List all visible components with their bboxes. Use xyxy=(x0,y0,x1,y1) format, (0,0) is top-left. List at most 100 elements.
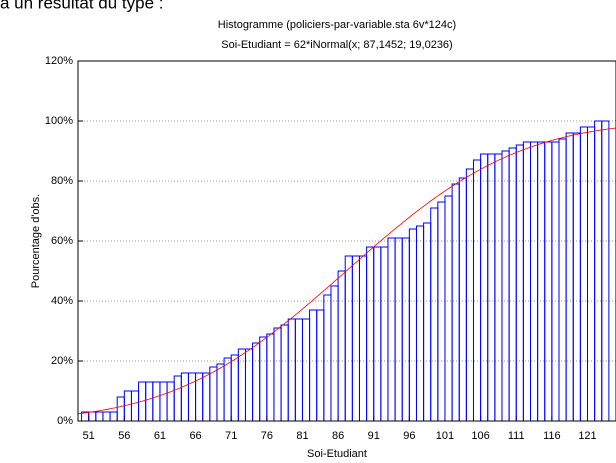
fit-curve xyxy=(77,127,616,415)
bar xyxy=(130,390,140,422)
bar xyxy=(202,372,211,422)
bar xyxy=(544,141,553,422)
bar xyxy=(280,324,289,422)
bar xyxy=(408,228,417,422)
bar xyxy=(423,222,432,422)
bar xyxy=(323,294,332,422)
bar xyxy=(351,255,360,422)
bar xyxy=(123,390,132,422)
bar xyxy=(166,381,175,422)
bar xyxy=(344,255,353,422)
bar xyxy=(266,333,275,422)
y-tick-label: 0% xyxy=(57,415,73,427)
bar xyxy=(515,144,524,422)
bar xyxy=(458,177,467,422)
bar xyxy=(451,183,460,422)
x-tick-label: 106 xyxy=(471,430,489,442)
bar xyxy=(430,207,439,422)
bar xyxy=(558,138,567,422)
bar xyxy=(437,201,446,422)
y-tick-label: 60% xyxy=(51,235,73,247)
bar xyxy=(187,372,197,422)
bar xyxy=(145,381,154,422)
bar xyxy=(252,342,261,422)
bar xyxy=(387,237,396,422)
x-tick-label: 96 xyxy=(403,430,415,442)
bar xyxy=(594,120,603,422)
x-tick-label: 116 xyxy=(543,430,561,442)
bar xyxy=(173,375,182,422)
bar xyxy=(394,237,403,422)
bar xyxy=(529,141,539,422)
y-tick-label: 120% xyxy=(45,55,73,67)
bar xyxy=(116,396,125,422)
x-tick-label: 121 xyxy=(578,430,596,442)
bar xyxy=(579,126,588,422)
bar xyxy=(223,357,232,422)
x-tick-label: 76 xyxy=(261,430,273,442)
x-axis-label: Soi-Etudiant xyxy=(307,448,367,460)
bar xyxy=(366,246,375,422)
bar xyxy=(380,246,389,422)
bar xyxy=(273,327,282,422)
bar xyxy=(522,141,531,422)
bar xyxy=(244,348,254,422)
bar xyxy=(508,147,517,422)
bar xyxy=(586,126,596,422)
x-tick-label: 56 xyxy=(118,430,130,442)
bar xyxy=(337,270,346,422)
bar xyxy=(287,318,296,422)
bar xyxy=(294,318,303,422)
x-tick-label: 81 xyxy=(296,430,308,442)
context-text: à un résultat du type : xyxy=(0,0,164,12)
bar xyxy=(551,141,560,422)
bar xyxy=(501,150,510,422)
bar xyxy=(316,309,325,422)
bar xyxy=(572,132,581,422)
bar xyxy=(472,159,482,422)
bar xyxy=(309,309,318,422)
bar xyxy=(230,354,239,422)
x-tick-label: 101 xyxy=(436,430,454,442)
x-tick-label: 91 xyxy=(368,430,380,442)
y-tick-label: 100% xyxy=(45,115,73,127)
bar xyxy=(180,372,189,422)
bar xyxy=(401,237,410,422)
y-axis-label: Pourcentage d'obs. xyxy=(30,194,42,288)
bar xyxy=(494,153,503,422)
bar xyxy=(216,363,225,422)
bar xyxy=(102,411,111,422)
y-tick-label: 20% xyxy=(51,355,73,367)
chart-subtitle: Soi-Etudiant = 62*iNormal(x; 87,1452; 19… xyxy=(221,39,452,51)
bar xyxy=(537,141,546,422)
chart-title: Histogramme (policiers-par-variable.sta … xyxy=(218,19,456,31)
x-tick-label: 86 xyxy=(332,430,344,442)
bar xyxy=(480,153,489,422)
x-tick-label: 111 xyxy=(508,430,525,442)
bar xyxy=(95,411,104,422)
bar xyxy=(487,153,496,422)
bar xyxy=(209,366,218,422)
x-tick-label: 51 xyxy=(83,430,95,442)
bar xyxy=(601,120,610,422)
bar xyxy=(465,168,474,422)
bar xyxy=(152,381,161,422)
bar xyxy=(330,285,339,422)
x-tick-label: 71 xyxy=(225,430,237,442)
plot-frame xyxy=(77,60,616,422)
bar xyxy=(565,132,574,422)
bar xyxy=(301,318,311,422)
y-tick-label: 40% xyxy=(51,295,73,307)
bar xyxy=(109,411,118,422)
bar xyxy=(373,246,382,422)
bar xyxy=(358,255,368,422)
bar xyxy=(159,381,168,422)
bar xyxy=(444,195,453,422)
x-tick-label: 66 xyxy=(189,430,201,442)
bar xyxy=(88,411,97,422)
bar xyxy=(259,336,268,422)
x-tick-label: 61 xyxy=(154,430,166,442)
bar xyxy=(237,348,246,422)
bar xyxy=(415,225,425,422)
